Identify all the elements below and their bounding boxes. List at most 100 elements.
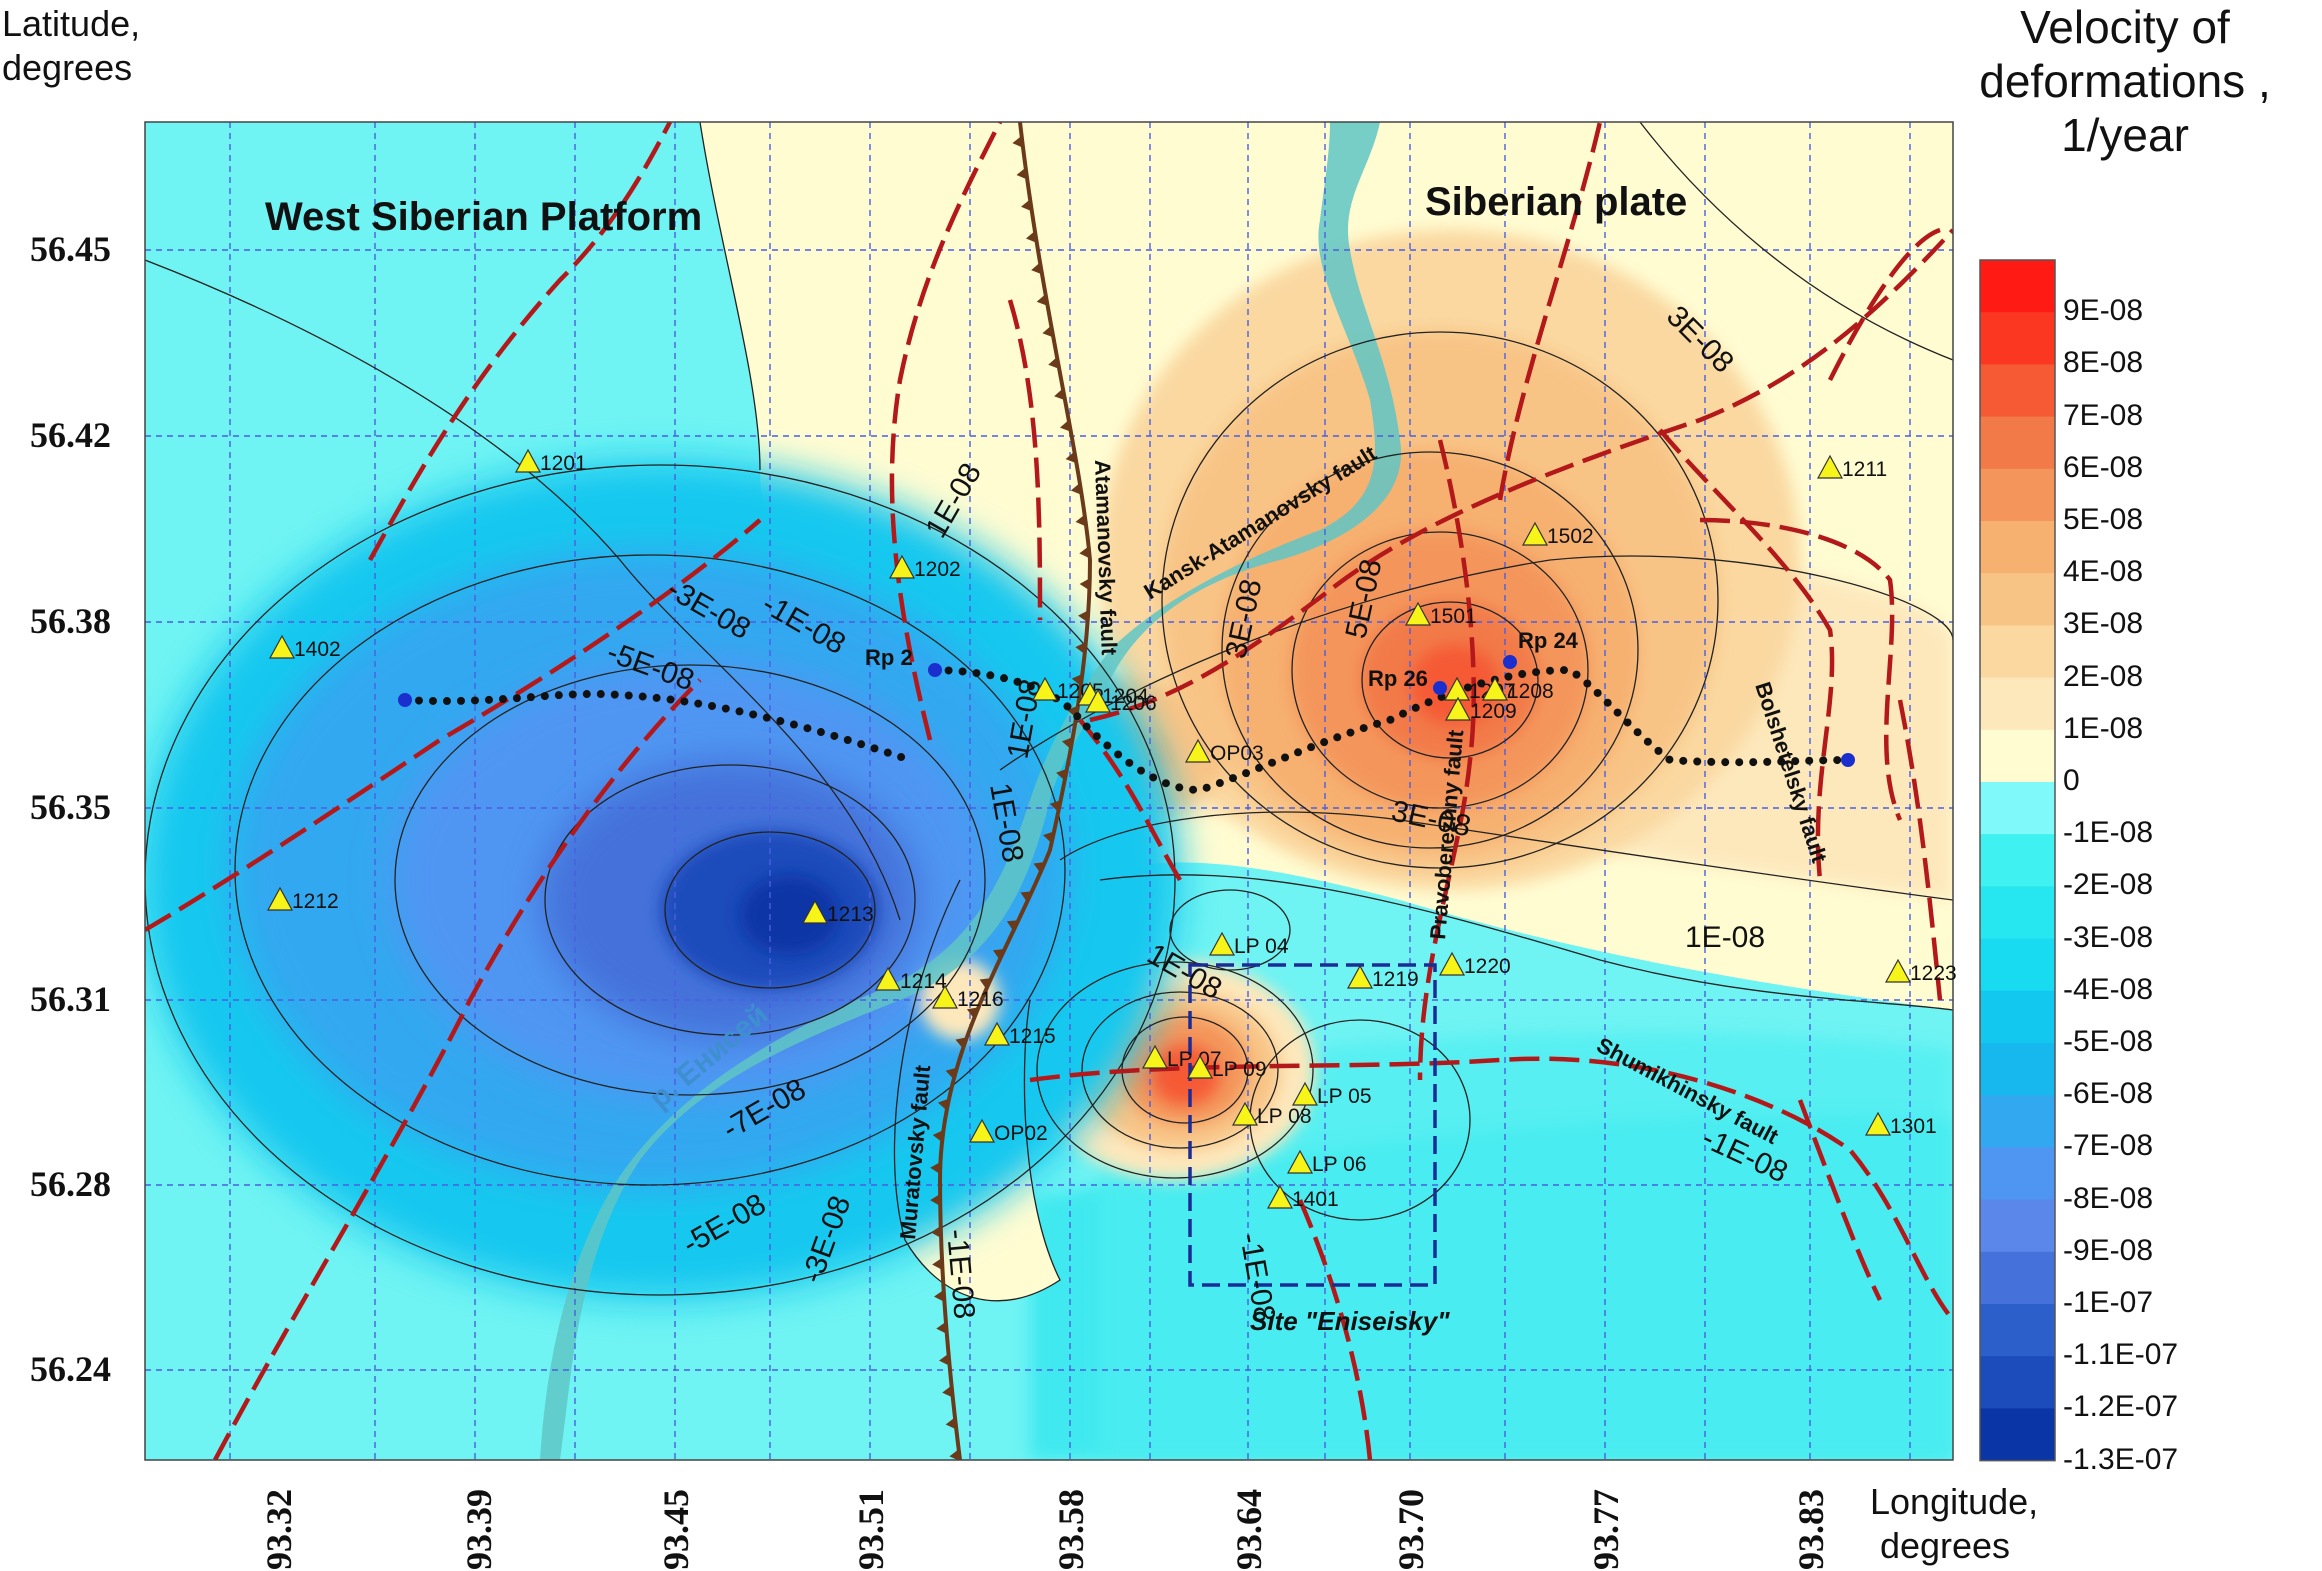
profile-dot <box>1532 668 1541 677</box>
fault-line <box>145 518 762 932</box>
thrust-tooth <box>1079 578 1090 591</box>
latitude-tick: 56.24 <box>30 1349 111 1389</box>
station-marker <box>1521 521 1549 546</box>
profile-dot <box>1735 758 1744 767</box>
profile-dot <box>1559 666 1568 675</box>
profile-dot <box>512 694 521 703</box>
thrust-tooth <box>1048 357 1060 369</box>
thrust-tooth <box>1079 546 1090 559</box>
legend-swatch <box>1980 1304 2055 1357</box>
profile-dot <box>1654 746 1663 755</box>
profile-dot <box>1281 753 1290 762</box>
profile-dot <box>1307 743 1316 752</box>
fault-line <box>1658 428 1835 881</box>
profile-dot <box>1504 672 1513 681</box>
benchmarks: Rp 2 Rp 26 Rp 24 <box>398 628 1855 767</box>
profile-dot <box>1082 722 1091 731</box>
thrust-tooth <box>1075 514 1087 527</box>
profile-dot <box>1255 763 1264 772</box>
profile-dot <box>1546 666 1555 675</box>
profile-dot <box>428 696 437 705</box>
thrust-tooth <box>932 1257 943 1270</box>
profile-dot <box>944 666 953 675</box>
profile-dot <box>735 707 744 716</box>
profile-dot <box>1665 755 1674 764</box>
profile-dot <box>1603 698 1612 707</box>
contour-line <box>1361 601 1539 759</box>
station-label: 1220 <box>1464 955 1511 978</box>
station-label: LP 09 <box>1212 1058 1267 1081</box>
contour-label: -1E-08 <box>940 1228 981 1321</box>
thrust-tooth <box>1043 831 1055 844</box>
profile-dot <box>694 699 703 708</box>
profile-dot <box>870 744 879 753</box>
legend-swatch <box>1980 1408 2055 1462</box>
thrust-tooth <box>955 1037 967 1049</box>
profile-dot <box>652 693 661 702</box>
legend-swatch <box>1980 1356 2055 1409</box>
benchmark-label: Rp 24 <box>1518 628 1579 653</box>
profile-dot <box>1013 677 1022 686</box>
latitude-tick: 56.45 <box>30 229 111 269</box>
profile-dot <box>1593 688 1602 697</box>
station-label: LP 07 <box>1167 1048 1222 1071</box>
region-label-east: Siberian plate <box>1425 180 1687 224</box>
station-marker <box>1481 676 1509 701</box>
legend-swatch <box>1980 990 2055 1044</box>
station-label: 1212 <box>292 890 339 913</box>
legend-swatch <box>1980 625 2055 679</box>
profile-dot <box>1073 712 1082 721</box>
profile-dot <box>414 696 423 705</box>
thrust-tooth <box>1075 642 1086 655</box>
thrust-tooth <box>1054 388 1066 401</box>
profile-dot <box>1242 769 1251 778</box>
profile-dot <box>666 695 675 704</box>
station-label: 1219 <box>1372 968 1419 991</box>
thrust-tooth <box>1033 861 1046 874</box>
legend-swatch <box>1980 1147 2055 1201</box>
thrust-tooth <box>1042 325 1054 338</box>
benchmark-label: Rp 26 <box>1368 666 1428 691</box>
legend-border <box>1979 259 2056 1462</box>
legend-title: Velocity of deformations , 1/year <box>1979 1 2271 161</box>
profile-dot <box>1103 741 1112 750</box>
thrust-tooth <box>932 1130 944 1143</box>
contour-line <box>145 464 1176 1296</box>
thrust-tooth <box>993 949 1005 960</box>
coordinate-grid <box>145 122 1953 1460</box>
thrust-tooth <box>1021 199 1032 212</box>
station-label: 1214 <box>900 970 947 993</box>
fault-line <box>889 122 1003 741</box>
contour-line <box>234 554 1066 1186</box>
fault-line <box>1417 439 1476 1081</box>
thrust-tooth <box>942 1385 953 1398</box>
profile-dot <box>1346 728 1355 737</box>
legend-label: 2E-08 <box>2063 659 2144 693</box>
profile-endpoint <box>398 693 412 707</box>
contour-line <box>1161 331 1719 869</box>
latitude-tick: 56.35 <box>30 787 111 827</box>
profile-dot <box>721 704 730 713</box>
thrust-tooth <box>979 978 992 990</box>
legend-label: -7E-08 <box>2063 1129 2154 1163</box>
profile-dot <box>789 720 798 729</box>
station-marker <box>931 984 959 1009</box>
profile-dot <box>897 753 906 762</box>
profile-dot <box>1707 757 1716 766</box>
benchmark-marker <box>1503 655 1517 669</box>
station-marker <box>1864 1111 1892 1136</box>
fault-line <box>1297 1199 1373 1460</box>
station-label: LP 06 <box>1312 1153 1367 1176</box>
profile-dot <box>1819 756 1828 765</box>
legend-swatch <box>1980 938 2055 992</box>
profile-dot <box>526 693 535 702</box>
thrust-tooth <box>939 1353 950 1366</box>
legend-label: -8E-08 <box>2063 1181 2154 1215</box>
station-label: 1401 <box>1292 1188 1339 1211</box>
station-label: 1211 <box>1842 458 1887 481</box>
station-label: 1202 <box>914 558 961 581</box>
legend-swatch <box>1980 573 2055 626</box>
profile-dot <box>1411 703 1420 712</box>
profile-dot <box>1777 757 1786 766</box>
profile-dot <box>1268 758 1277 767</box>
